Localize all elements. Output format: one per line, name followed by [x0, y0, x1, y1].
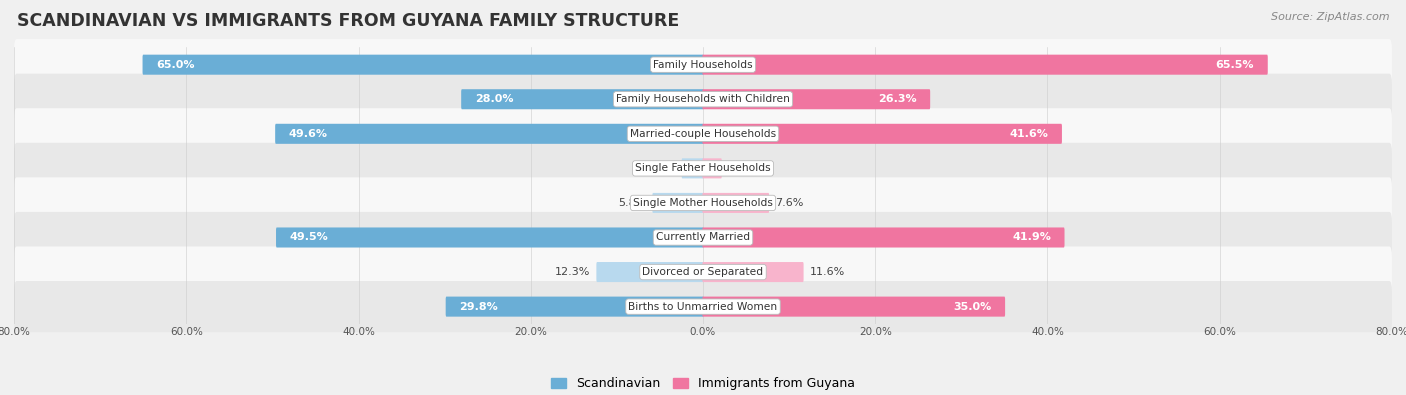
- FancyBboxPatch shape: [14, 39, 1392, 90]
- Text: 29.8%: 29.8%: [460, 302, 498, 312]
- Text: Single Father Households: Single Father Households: [636, 164, 770, 173]
- Text: 28.0%: 28.0%: [475, 94, 513, 104]
- FancyBboxPatch shape: [14, 73, 1392, 125]
- Text: 41.9%: 41.9%: [1012, 233, 1050, 243]
- FancyBboxPatch shape: [703, 89, 931, 109]
- Text: 5.8%: 5.8%: [617, 198, 647, 208]
- Text: Currently Married: Currently Married: [657, 233, 749, 243]
- Legend: Scandinavian, Immigrants from Guyana: Scandinavian, Immigrants from Guyana: [546, 372, 860, 395]
- FancyBboxPatch shape: [276, 228, 703, 248]
- Text: 2.1%: 2.1%: [728, 164, 756, 173]
- FancyBboxPatch shape: [703, 228, 1064, 248]
- Text: 49.5%: 49.5%: [290, 233, 329, 243]
- FancyBboxPatch shape: [14, 177, 1392, 228]
- Text: SCANDINAVIAN VS IMMIGRANTS FROM GUYANA FAMILY STRUCTURE: SCANDINAVIAN VS IMMIGRANTS FROM GUYANA F…: [17, 12, 679, 30]
- FancyBboxPatch shape: [682, 158, 703, 179]
- FancyBboxPatch shape: [142, 55, 703, 75]
- FancyBboxPatch shape: [446, 297, 703, 317]
- Text: 41.6%: 41.6%: [1010, 129, 1049, 139]
- Text: 11.6%: 11.6%: [810, 267, 845, 277]
- FancyBboxPatch shape: [596, 262, 703, 282]
- FancyBboxPatch shape: [703, 158, 721, 179]
- Text: 49.6%: 49.6%: [288, 129, 328, 139]
- Text: Divorced or Separated: Divorced or Separated: [643, 267, 763, 277]
- Text: 65.5%: 65.5%: [1216, 60, 1254, 70]
- FancyBboxPatch shape: [14, 108, 1392, 159]
- FancyBboxPatch shape: [14, 246, 1392, 298]
- FancyBboxPatch shape: [703, 297, 1005, 317]
- Text: Births to Unmarried Women: Births to Unmarried Women: [628, 302, 778, 312]
- FancyBboxPatch shape: [703, 193, 769, 213]
- FancyBboxPatch shape: [461, 89, 703, 109]
- Text: 26.3%: 26.3%: [877, 94, 917, 104]
- FancyBboxPatch shape: [703, 262, 804, 282]
- Text: Source: ZipAtlas.com: Source: ZipAtlas.com: [1271, 12, 1389, 22]
- Text: Family Households: Family Households: [654, 60, 752, 70]
- FancyBboxPatch shape: [14, 281, 1392, 332]
- FancyBboxPatch shape: [703, 55, 1268, 75]
- Text: Married-couple Households: Married-couple Households: [630, 129, 776, 139]
- Text: 7.6%: 7.6%: [775, 198, 804, 208]
- FancyBboxPatch shape: [14, 143, 1392, 194]
- FancyBboxPatch shape: [14, 212, 1392, 263]
- Text: Single Mother Households: Single Mother Households: [633, 198, 773, 208]
- Text: 2.4%: 2.4%: [647, 164, 675, 173]
- FancyBboxPatch shape: [703, 124, 1062, 144]
- Text: 65.0%: 65.0%: [156, 60, 194, 70]
- Text: 35.0%: 35.0%: [953, 302, 991, 312]
- Text: Family Households with Children: Family Households with Children: [616, 94, 790, 104]
- Text: 12.3%: 12.3%: [555, 267, 591, 277]
- FancyBboxPatch shape: [652, 193, 703, 213]
- FancyBboxPatch shape: [276, 124, 703, 144]
